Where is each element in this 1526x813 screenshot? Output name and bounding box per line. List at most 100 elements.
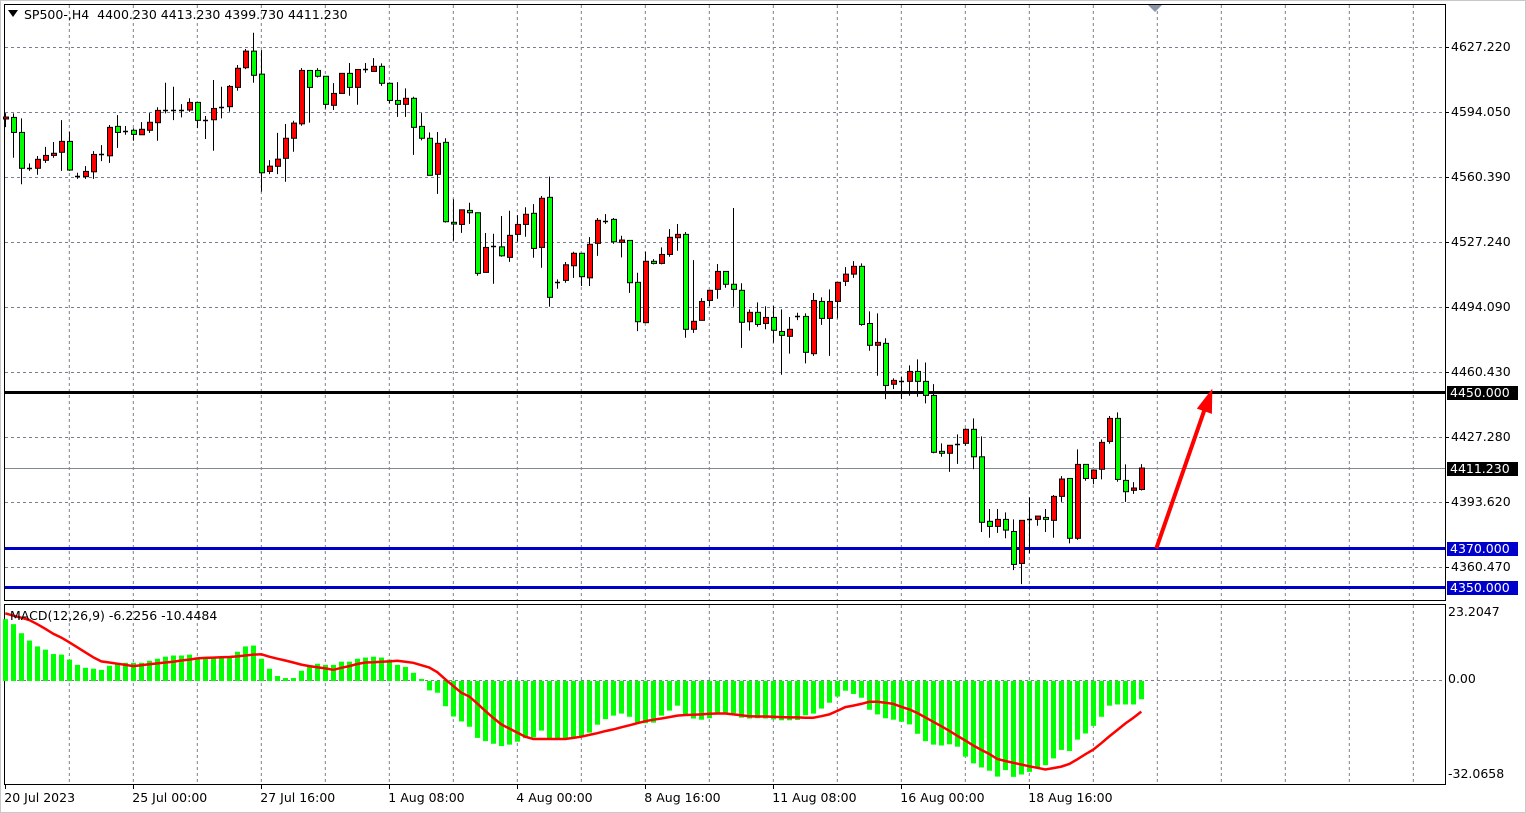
candle-bearish: [1003, 518, 1009, 531]
macd-histogram-bar: [275, 676, 280, 682]
macd-histogram-bar: [1123, 681, 1128, 705]
candle-bullish: [83, 170, 89, 178]
candle-bearish: [979, 456, 985, 523]
macd-histogram-bar: [243, 646, 248, 682]
candle-bullish: [1131, 487, 1137, 491]
macd-histogram-bar: [635, 681, 640, 723]
candle-bearish: [651, 260, 657, 264]
macd-histogram-bar: [475, 681, 480, 738]
candle-bullish: [1091, 469, 1097, 479]
candle-bullish: [227, 85, 233, 108]
candle-bullish: [1035, 515, 1041, 520]
macd-histogram-bar: [171, 655, 176, 682]
candle-bullish: [707, 289, 713, 301]
candle-bearish: [579, 252, 585, 278]
macd-histogram-bar: [411, 672, 416, 682]
macd-histogram-bar: [795, 681, 800, 720]
candle-bullish: [667, 236, 673, 255]
candle-bearish: [611, 218, 617, 243]
candle-bullish: [715, 270, 721, 290]
macd-histogram-bar: [203, 658, 208, 682]
macd-histogram-bar: [1083, 681, 1088, 734]
candle-bullish: [843, 273, 849, 282]
candle-bearish: [1043, 516, 1049, 520]
candle-bearish: [115, 125, 121, 133]
candle-bullish: [763, 316, 769, 324]
macd-histogram-bar: [899, 681, 904, 722]
candle-bullish: [147, 121, 153, 131]
time-axis-label: 16 Aug 00:00: [900, 790, 985, 805]
macd-histogram-bar: [987, 681, 992, 771]
macd-histogram-bar: [99, 669, 104, 682]
candle-bullish: [51, 152, 57, 156]
candle-bearish: [779, 330, 785, 336]
macd-histogram-bar: [1027, 681, 1032, 772]
macd-histogram-bar: [747, 681, 752, 719]
macd-histogram-bar: [107, 665, 112, 682]
candle-bearish: [883, 342, 889, 386]
macd-histogram-bar: [731, 681, 736, 714]
macd-histogram-bar: [51, 654, 56, 682]
candle-bearish: [443, 141, 449, 223]
price-axis-label: 4560.390: [1451, 169, 1511, 184]
macd-histogram-bar: [43, 649, 48, 682]
candle-bearish: [1123, 479, 1129, 493]
macd-histogram-bar: [419, 678, 424, 682]
macd-histogram-bar: [547, 681, 552, 739]
candle-bearish: [323, 75, 329, 105]
macd-histogram-bar: [459, 681, 464, 722]
candle-bearish: [1011, 530, 1017, 565]
macd-histogram-bar: [123, 662, 128, 682]
candle-bullish: [1139, 467, 1145, 490]
candle-bullish: [291, 122, 297, 139]
candle-bullish: [283, 137, 289, 159]
candle-bullish: [435, 142, 441, 175]
candle-bullish: [339, 72, 345, 94]
candle-bullish: [1107, 417, 1113, 442]
macd-histogram-bar: [875, 681, 880, 715]
candle-bearish: [307, 69, 313, 88]
time-axis-label: 11 Aug 08:00: [772, 790, 857, 805]
triangle-down-icon[interactable]: [8, 10, 18, 17]
candle-bullish: [187, 101, 193, 111]
macd-histogram-bar: [379, 657, 384, 682]
macd-histogram-bar: [139, 662, 144, 682]
macd-histogram-bar: [947, 681, 952, 745]
macd-histogram-bar: [515, 681, 520, 742]
price-axis-label: 4494.090: [1451, 299, 1511, 314]
macd-histogram-bar: [891, 681, 896, 720]
candle-bearish: [347, 72, 353, 88]
macd-histogram-bar: [307, 666, 312, 682]
macd-histogram-bar: [963, 681, 968, 757]
candle-bearish: [1083, 463, 1089, 479]
macd-histogram-bar: [699, 681, 704, 720]
candle-bearish: [987, 520, 993, 527]
price-axis-label: 4594.050: [1451, 104, 1511, 119]
candle-bearish: [131, 129, 137, 135]
macd-histogram-bar: [363, 657, 368, 682]
macd-histogram-bar: [595, 681, 600, 725]
macd-histogram-bar: [339, 661, 344, 682]
candle-bullish: [891, 379, 897, 385]
candle-bullish: [371, 65, 377, 72]
candle-bullish: [507, 234, 513, 258]
macd-histogram-bar: [1067, 681, 1072, 752]
candle-bearish: [419, 125, 425, 139]
macd-histogram-bar: [467, 681, 472, 727]
candle-bullish: [155, 109, 161, 124]
macd-histogram-bar: [331, 664, 336, 682]
candle-bullish: [747, 311, 753, 323]
macd-histogram-bar: [675, 681, 680, 706]
macd-histogram-bar: [507, 681, 512, 745]
macd-histogram-bar: [603, 681, 608, 720]
macd-histogram-bar: [619, 681, 624, 714]
macd-histogram-bar: [403, 666, 408, 682]
macd-histogram-bar: [995, 681, 1000, 777]
macd-histogram-bar: [715, 681, 720, 715]
candle-bullish: [3, 116, 9, 120]
candle-bearish: [803, 315, 809, 353]
candle-bullish: [1099, 441, 1105, 470]
candle-bearish: [547, 196, 553, 298]
macd-histogram-bar: [763, 681, 768, 719]
